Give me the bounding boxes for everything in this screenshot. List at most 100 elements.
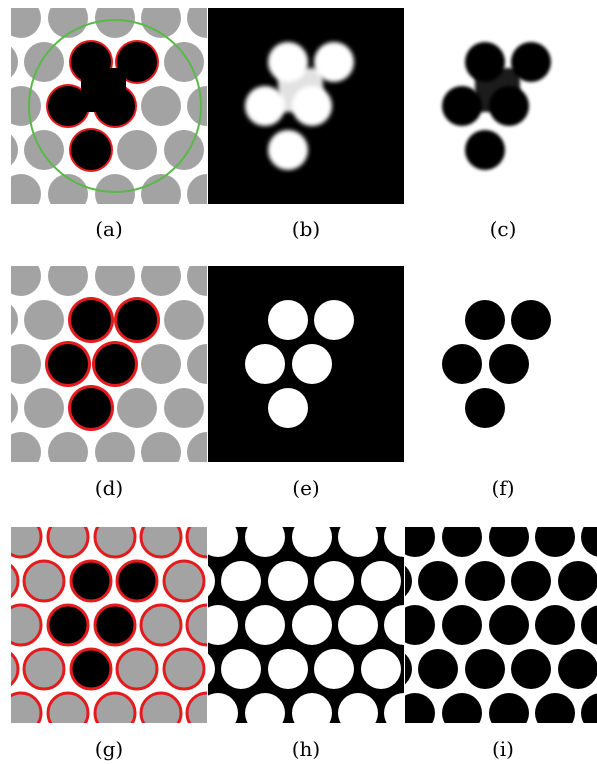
gray-disk-outlined	[22, 559, 66, 603]
panel-a-image	[11, 8, 207, 204]
black-disk-outlined	[69, 647, 113, 691]
panel-g-image	[11, 527, 207, 723]
gray-disk	[164, 42, 204, 82]
black-disk	[489, 693, 529, 723]
panel-d-image	[11, 266, 207, 462]
black-disk	[535, 605, 575, 645]
black-disk	[558, 561, 597, 601]
black-disk-outlined	[46, 603, 90, 647]
panel-b-image	[208, 8, 404, 204]
white-disk	[208, 527, 238, 557]
black-disk	[465, 130, 505, 170]
gray-disk	[48, 432, 88, 462]
white-disk	[384, 693, 404, 723]
gray-disk	[164, 130, 204, 170]
gray-disk-outlined	[11, 527, 43, 559]
black-disk	[71, 42, 111, 82]
black-disk	[511, 300, 551, 340]
gray-disk	[187, 174, 207, 204]
panel-e-image	[208, 266, 404, 462]
gray-disk	[141, 344, 181, 384]
black-disk	[465, 300, 505, 340]
white-disk	[292, 605, 332, 645]
panel-i-image	[405, 527, 597, 723]
gray-disk	[95, 8, 135, 38]
gray-disk-outlined	[162, 559, 206, 603]
black-disk	[117, 42, 157, 82]
white-disk	[338, 605, 378, 645]
black-disk	[95, 344, 135, 384]
gray-disk	[95, 174, 135, 204]
gray-disk	[141, 174, 181, 204]
gray-disk-outlined	[139, 691, 183, 723]
black-disk	[405, 653, 412, 685]
gray-disk-outlined	[93, 691, 137, 723]
black-disk	[465, 42, 505, 82]
gray-disk	[24, 42, 64, 82]
black-disk	[489, 605, 529, 645]
panel-c	[405, 8, 597, 204]
white-disk	[245, 86, 285, 126]
gray-disk	[11, 8, 41, 38]
white-disk	[292, 527, 332, 557]
white-disk	[338, 527, 378, 557]
black-disk	[558, 649, 597, 689]
caption-d: (d)	[94, 476, 124, 500]
white-disk	[338, 693, 378, 723]
black-disk	[442, 527, 482, 557]
gray-disk	[48, 266, 88, 296]
gray-disk	[11, 46, 18, 78]
gray-disk	[11, 344, 41, 384]
white-disk	[208, 693, 238, 723]
white-disk	[245, 344, 285, 384]
white-disk	[314, 561, 354, 601]
gray-disk	[164, 388, 204, 428]
white-disk	[245, 605, 285, 645]
black-disk	[511, 649, 551, 689]
panel-e	[208, 266, 404, 462]
white-disk	[292, 344, 332, 384]
white-disk	[384, 605, 404, 645]
black-disk	[48, 344, 88, 384]
panel-f	[405, 266, 597, 462]
white-disk	[384, 527, 404, 557]
black-disk	[442, 605, 482, 645]
gray-disk	[141, 8, 181, 38]
gray-disk-outlined	[139, 603, 183, 647]
gray-disk	[24, 388, 64, 428]
gray-disk-outlined	[11, 651, 20, 687]
gray-disk	[11, 86, 41, 126]
gray-disk-outlined	[46, 527, 90, 559]
selection-circle	[28, 19, 202, 193]
black-disk	[581, 605, 597, 645]
gray-disk	[117, 130, 157, 170]
gray-disk-outlined	[185, 527, 207, 559]
panel-a	[11, 8, 207, 204]
white-disk	[268, 42, 308, 82]
black-disk-outlined	[93, 603, 137, 647]
gray-disk	[11, 304, 18, 336]
caption-g: (g)	[94, 737, 124, 761]
panel-f-image	[405, 266, 597, 462]
black-disk	[535, 693, 575, 723]
black-disk-outlined	[69, 559, 113, 603]
black-disk	[489, 86, 529, 126]
black-disk	[511, 561, 551, 601]
black-disk	[535, 527, 575, 557]
gray-disk	[187, 344, 207, 384]
black-disk	[405, 693, 435, 723]
black-disk	[442, 344, 482, 384]
white-disk	[208, 653, 215, 685]
white-disk	[221, 561, 261, 601]
white-disk	[268, 649, 308, 689]
gray-disk-outlined	[22, 647, 66, 691]
white-disk	[268, 130, 308, 170]
gray-disk	[141, 266, 181, 296]
white-disk	[292, 693, 332, 723]
gray-disk-outlined	[139, 527, 183, 559]
gray-disk	[141, 432, 181, 462]
white-disk	[361, 649, 401, 689]
gray-disk	[11, 432, 41, 462]
gray-disk	[141, 86, 181, 126]
white-disk	[245, 527, 285, 557]
